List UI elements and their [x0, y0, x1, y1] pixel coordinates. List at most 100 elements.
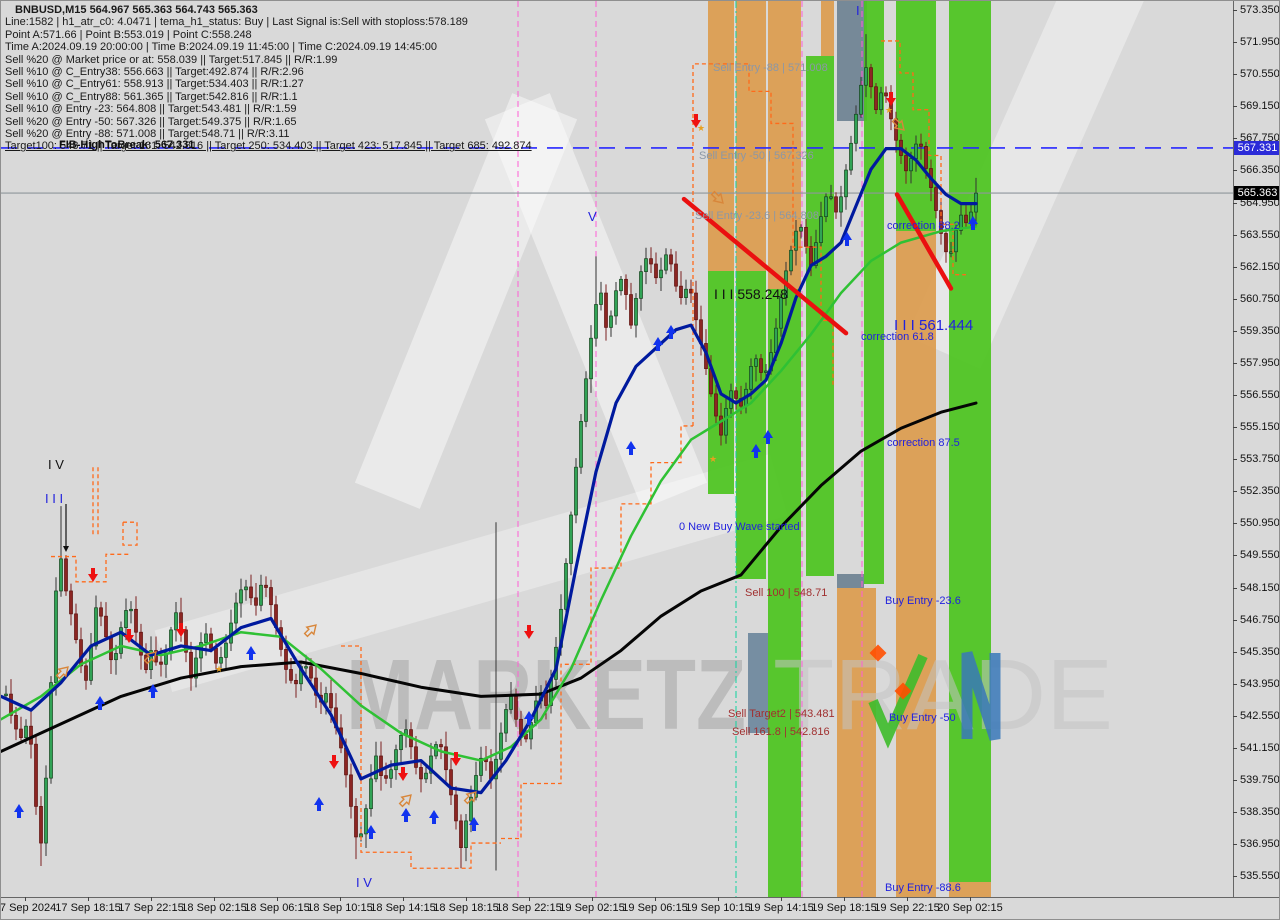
price-axis-label: 538.350	[1240, 806, 1280, 819]
time-axis-tick	[466, 897, 467, 901]
price-axis-label: 571.950	[1240, 36, 1280, 49]
time-axis-tick	[340, 897, 341, 901]
price-axis-label: 546.750	[1240, 613, 1280, 626]
ma-fast-blue	[1, 147, 978, 795]
price-axis-tick	[1233, 266, 1237, 268]
price-axis[interactable]: 573.350 571.950 570.550 569.150 567.750 566.3…	[1233, 1, 1280, 897]
price-axis-label: 541.150	[1240, 741, 1280, 754]
time-axis-tick	[151, 897, 152, 901]
buy-arrow-icon	[366, 825, 376, 839]
signal-status-line: Line:1582 | h1_atr_c0: 4.0471 | tema_h1_…	[5, 16, 468, 29]
price-badge: 567.331	[1234, 140, 1279, 155]
sell-arrow-icon	[691, 114, 701, 128]
chart-info-panel: BNBUSD,M15 564.967 565.363 564.743 565.3…	[5, 4, 532, 153]
buy-arrow-icon	[842, 232, 852, 246]
price-axis-tick	[1233, 427, 1237, 429]
sell-plan-line-2: Sell %10 @ C_Entry38: 556.663 || Target:…	[5, 66, 304, 79]
buy-arrow-icon	[469, 817, 479, 831]
time-axis-tick	[25, 897, 26, 901]
sell-arrow-icon	[329, 755, 339, 769]
price-axis-tick	[1233, 587, 1237, 589]
price-axis-tick	[1233, 330, 1237, 332]
time-axis-tick	[718, 897, 719, 901]
time-axis-tick	[781, 897, 782, 901]
times-line: Time A:2024.09.19 20:00:00 | Time B:2024…	[5, 41, 437, 54]
chart-plot-area[interactable]: MARKETZ TRADE ★ ★ ★ ★ Sell Entry -88 | 571.00…	[1, 1, 1233, 897]
price-axis-label: 562.150	[1240, 260, 1280, 273]
time-axis-label: 19 Sep 10:15	[685, 902, 751, 914]
price-axis-label: 569.150	[1240, 100, 1280, 113]
price-axis-label: 539.750	[1240, 774, 1280, 787]
time-axis-label: 19 Sep 22:15	[874, 902, 940, 914]
sell-plan-line-1: Sell %20 @ Market price or at: 558.039 |…	[5, 53, 338, 66]
vlines-layer	[517, 1, 863, 897]
sell-plan-line-5: Sell %10 @ Entry -23: 564.808 || Target:…	[5, 103, 297, 116]
watermark-check-glyph	[868, 653, 928, 749]
time-axis-label: 18 Sep 18:15	[433, 902, 499, 914]
price-axis-label: 563.550	[1240, 228, 1280, 241]
price-axis-label: 543.950	[1240, 677, 1280, 690]
price-axis-tick	[1233, 234, 1237, 236]
sell-plan-line-7: Sell %20 @ Entry -88: 571.008 || Target:…	[5, 128, 290, 141]
price-axis-label: 545.350	[1240, 645, 1280, 658]
buy-arrow-icon	[626, 441, 636, 455]
buy-arrow-icon	[968, 216, 978, 230]
hlines-layer	[1, 147, 1233, 194]
star-marker-icon: ★	[215, 664, 223, 674]
time-axis-label: 17 Sep 2024	[0, 902, 57, 914]
price-axis-tick	[1233, 555, 1237, 557]
price-axis-label: 536.950	[1240, 838, 1280, 851]
time-axis-label: 17 Sep 18:15	[55, 902, 121, 914]
price-axis-label: 573.350	[1240, 4, 1280, 16]
price-axis-label: 566.350	[1240, 164, 1280, 177]
watermark-diamond-1	[869, 644, 887, 662]
points-line: Point A:571.66 | Point B:553.019 | Point…	[5, 28, 252, 41]
time-axis-tick	[88, 897, 89, 901]
trend-arrow-icon	[303, 624, 317, 638]
price-axis-tick	[1233, 523, 1237, 525]
sell-arrow-icon	[398, 767, 408, 781]
price-axis-tick	[1233, 298, 1237, 300]
time-axis-label: 17 Sep 22:15	[118, 902, 184, 914]
price-axis-label: 550.950	[1240, 517, 1280, 530]
price-axis-tick	[1233, 395, 1237, 397]
price-badge: 565.363	[1234, 186, 1279, 201]
price-axis-tick	[1233, 106, 1237, 108]
watermark-right-text: TRADE	[773, 639, 1113, 751]
symbol-quote-line: BNBUSD,M15 564.967 565.363 564.743 565.3…	[15, 4, 258, 16]
time-axis-tick	[277, 897, 278, 901]
time-axis-label: 19 Sep 14:15	[748, 902, 814, 914]
sell-arrow-icon	[886, 92, 896, 106]
sell-plan-line-6: Sell %20 @ Entry -50: 567.326 || Target:…	[5, 115, 297, 128]
price-axis-tick	[1233, 876, 1237, 878]
price-axis-label: 570.550	[1240, 68, 1280, 81]
sell-plan-line-4: Sell %10 @ C_Entry88: 561.365 || Target:…	[5, 90, 298, 103]
buy-arrow-icon	[246, 646, 256, 660]
price-axis-tick	[1233, 138, 1237, 140]
time-axis[interactable]: 17 Sep 2024 17 Sep 18:15 17 Sep 22:15 18 Se…	[0, 897, 1279, 919]
buy-arrow-icon	[14, 804, 24, 818]
targets-line: Target100: 548.71 || Target 161: 542.816…	[5, 140, 532, 153]
price-axis-label: 553.750	[1240, 453, 1280, 466]
red-trendline-layer	[681, 192, 954, 336]
price-axis-label: 560.750	[1240, 292, 1280, 305]
price-axis-tick	[1233, 459, 1237, 461]
ma-medium-green	[1, 225, 978, 762]
time-axis-label: 18 Sep 10:15	[307, 902, 373, 914]
time-axis-tick	[592, 897, 593, 901]
atr-band-layer	[51, 40, 966, 869]
buy-arrow-icon	[751, 444, 761, 458]
price-axis-tick	[1233, 683, 1237, 685]
price-axis-tick	[1233, 651, 1237, 653]
buy-arrow-icon	[401, 808, 411, 822]
buy-arrow-icon	[763, 430, 773, 444]
watermark-n-glyph	[961, 651, 1001, 741]
sell-arrow-icon	[124, 629, 134, 643]
time-axis-tick	[214, 897, 215, 901]
buy-arrow-icon	[314, 797, 324, 811]
buy-arrow-icon	[666, 325, 676, 339]
time-axis-label: 18 Sep 22:15	[496, 902, 562, 914]
buy-arrow-icon	[148, 684, 158, 698]
trend-arrow-icon	[398, 794, 412, 808]
price-axis-tick	[1233, 715, 1237, 717]
